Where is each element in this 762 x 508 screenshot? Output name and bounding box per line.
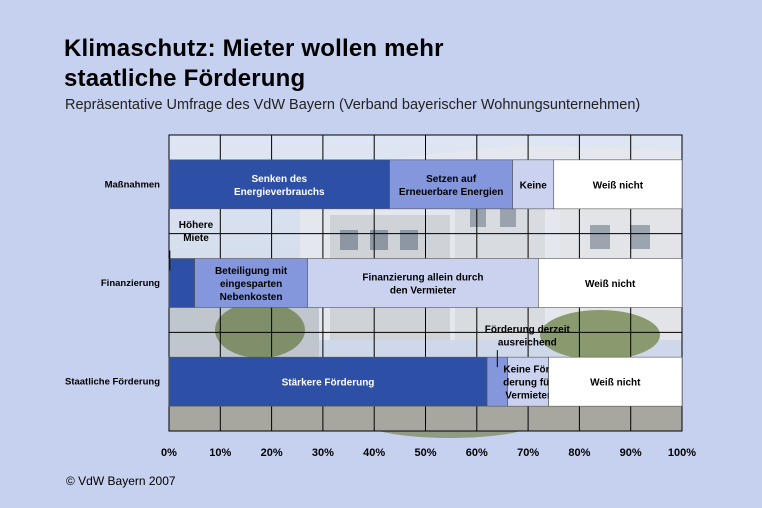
- category-label: Finanzierung: [101, 278, 160, 289]
- segment-label-line: den Vermieter: [390, 286, 456, 297]
- segment-label-line: Stärkere Förderung: [282, 378, 375, 389]
- segment-label-line: Beteiligung mit: [215, 266, 288, 277]
- segment-label: Finanzierung allein durch den Vermieter: [362, 273, 483, 297]
- segment-label-line: Keine: [520, 180, 548, 191]
- bars: Senken des Energieverbrauchs Setzen auf Ern…: [168, 159, 683, 407]
- segment-label: Keine: [520, 180, 548, 191]
- bar-segment: [553, 159, 683, 210]
- bar-segment: [512, 159, 555, 210]
- title-line-2: staatliche Förderung: [64, 65, 306, 92]
- segment-label-line: eingesparten: [220, 279, 282, 290]
- bar-segment: [168, 356, 488, 407]
- segment-label-line: Setzen auf: [426, 174, 477, 185]
- segment-label-line: Weiß nicht: [585, 279, 636, 290]
- bar-segment: [194, 258, 308, 308]
- bar-segment: [168, 258, 195, 308]
- x-tick-label: 10%: [209, 447, 231, 459]
- callout-label: Höhere Miete: [179, 220, 214, 244]
- x-tick-label: 40%: [363, 447, 385, 459]
- chart-title: Klimaschutz: Mieter wollen mehr staatlic…: [64, 34, 444, 94]
- x-tick-label: 0%: [161, 447, 177, 459]
- x-axis-ticks: 0% 10% 20% 30% 40% 50% 60% 70% 80% 90% 100%: [161, 447, 696, 459]
- segment-label-line: Keine För-: [503, 365, 552, 376]
- segment-label-line: Finanzierung allein durch: [362, 273, 483, 284]
- title-line-1: Klimaschutz: Mieter wollen mehr: [64, 35, 444, 62]
- bar-segment: [389, 159, 514, 210]
- category-label: Staatliche Förderung: [65, 377, 160, 388]
- category-labels: Maßnahmen Finanzierung Staatliche Förderun…: [65, 179, 160, 387]
- x-tick-label: 30%: [312, 447, 334, 459]
- segment-label: Beteiligung mit eingesparten Nebenkosten: [215, 266, 288, 303]
- segment-label: Senken des Energieverbrauchs: [234, 174, 325, 198]
- segment-label: Weiß nicht: [590, 378, 641, 389]
- chart-subtitle: Repräsentative Umfrage des VdW Bayern (V…: [65, 97, 641, 113]
- segment-label-line: Vermieter: [505, 391, 551, 402]
- bar-segment: [507, 356, 549, 407]
- category-label: Maßnahmen: [105, 179, 161, 190]
- x-tick-label: 60%: [466, 447, 488, 459]
- copyright-footer: © VdW Bayern 2007: [66, 474, 176, 488]
- callout-label: Förderung derzeit ausreichend: [485, 325, 571, 349]
- bar-segment: [307, 258, 539, 308]
- segment-label-line: Senken des: [251, 174, 307, 185]
- segment-label-line: Energieverbrauchs: [234, 187, 325, 198]
- x-tick-label: 100%: [668, 447, 696, 459]
- x-tick-label: 50%: [414, 447, 436, 459]
- segment-label-line: Erneuerbare Energien: [399, 187, 503, 198]
- segment-label-line: Weiß nicht: [593, 180, 644, 191]
- x-tick-label: 90%: [620, 447, 642, 459]
- bar-segment: [538, 258, 683, 308]
- segment-label: Weiß nicht: [585, 279, 636, 290]
- callout-label-line: ausreichend: [498, 338, 557, 349]
- segment-label: Setzen auf Erneuerbare Energien: [399, 174, 503, 198]
- callout-label-line: Miete: [183, 233, 209, 244]
- segment-label-line: derung für: [503, 378, 553, 389]
- callouts: Höhere Miete Förderung derzeit ausreichend: [169, 220, 571, 368]
- segment-label: Keine För-derung für Vermieter: [503, 365, 553, 402]
- callout-label-line: Höhere: [179, 220, 214, 231]
- x-tick-label: 70%: [517, 447, 539, 459]
- segment-label: Weiß nicht: [593, 180, 644, 191]
- callout-label-line: Förderung derzeit: [485, 325, 571, 336]
- x-tick-label: 80%: [568, 447, 590, 459]
- segment-label-line: Weiß nicht: [590, 378, 641, 389]
- bar-segment: [168, 159, 390, 210]
- x-tick-label: 20%: [261, 447, 283, 459]
- segment-label: Stärkere Förderung: [282, 378, 375, 389]
- segment-label-line: Nebenkosten: [220, 292, 283, 303]
- bar-segment: [548, 356, 683, 407]
